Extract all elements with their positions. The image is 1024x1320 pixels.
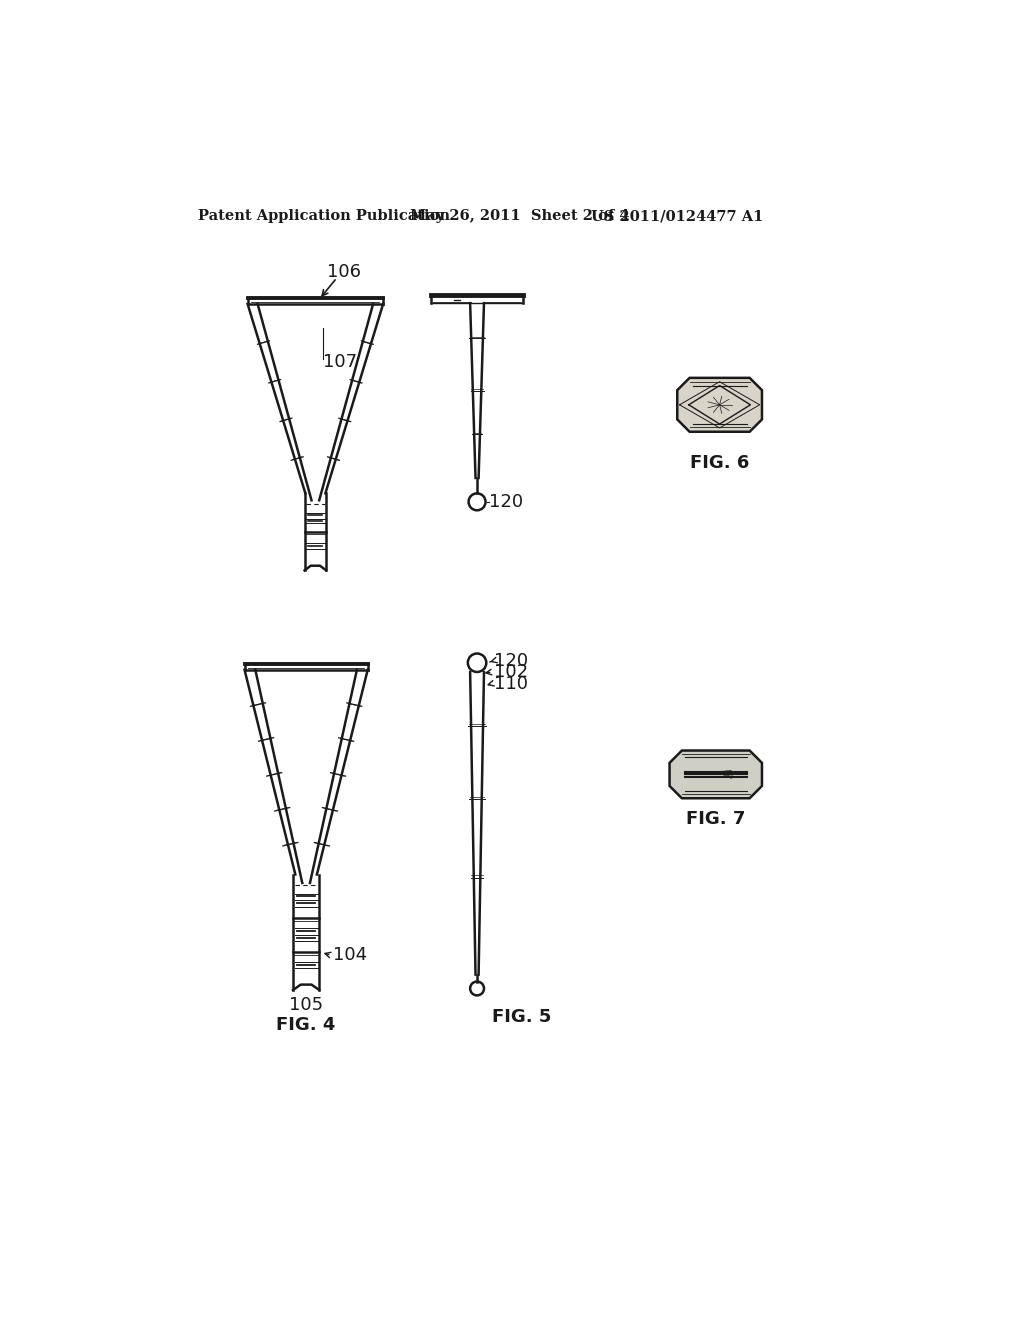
Text: 102: 102 <box>494 663 528 681</box>
Text: FIG. 5: FIG. 5 <box>493 1008 552 1026</box>
Text: 105: 105 <box>289 997 324 1014</box>
Polygon shape <box>677 378 762 432</box>
Text: FIG. 7: FIG. 7 <box>686 810 745 828</box>
Text: Patent Application Publication: Patent Application Publication <box>199 209 451 223</box>
Text: May 26, 2011  Sheet 2 of 4: May 26, 2011 Sheet 2 of 4 <box>410 209 630 223</box>
Polygon shape <box>670 751 762 799</box>
Text: 120: 120 <box>489 492 523 511</box>
Text: 107: 107 <box>323 354 357 371</box>
Text: 110: 110 <box>494 675 528 693</box>
Text: 106: 106 <box>327 264 360 281</box>
Text: US 2011/0124477 A1: US 2011/0124477 A1 <box>591 209 764 223</box>
Text: 120: 120 <box>494 652 528 671</box>
Text: FIG. 4: FIG. 4 <box>276 1015 336 1034</box>
Text: FIG. 6: FIG. 6 <box>690 454 750 471</box>
Text: 104: 104 <box>333 946 368 965</box>
